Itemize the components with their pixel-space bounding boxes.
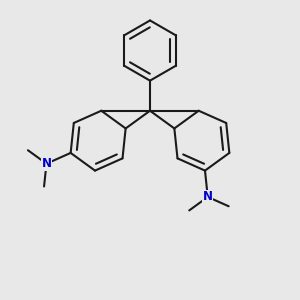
Text: N: N bbox=[41, 157, 52, 170]
Text: N: N bbox=[203, 190, 213, 203]
